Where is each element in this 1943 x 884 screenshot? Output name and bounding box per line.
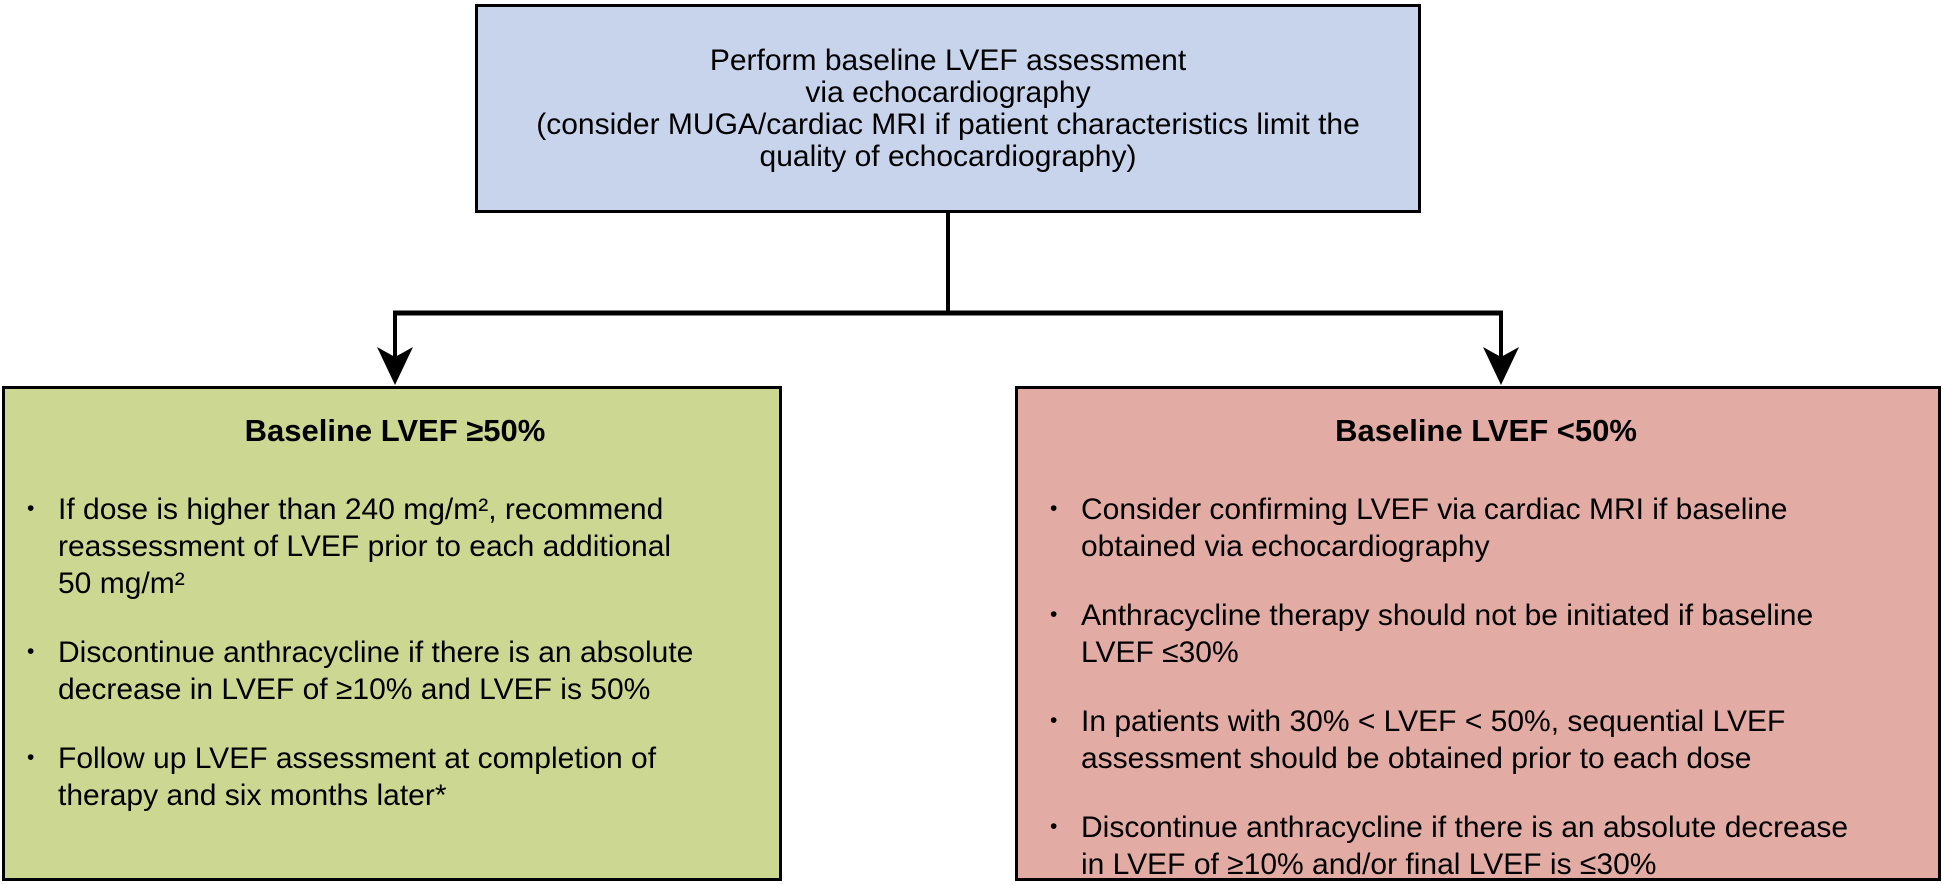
bullet-item: Discontinue anthracycline if there is an… [25,633,769,708]
bullet-item: Anthracycline therapy should not be init… [1048,596,1928,671]
bullet-item: If dose is higher than 240 mg/m², recomm… [25,490,769,602]
top-box-line-2: via echocardiography [805,75,1091,109]
bullet-item: Consider confirming LVEF via cardiac MRI… [1048,490,1928,565]
left-arrowhead-icon [377,347,413,385]
lvef-ge-50-box: Baseline LVEF ≥50% If dose is higher tha… [2,386,782,881]
lvef-ge-50-title: Baseline LVEF ≥50% [244,413,546,448]
top-box-line-4: quality of echocardiography) [759,139,1137,173]
baseline-assessment-box: Perform baseline LVEF assessment via ech… [475,4,1421,213]
lvef-ge-50-bullet-list: If dose is higher than 240 mg/m², recomm… [21,490,769,814]
lvef-lt-50-bullet-list: Consider confirming LVEF via cardiac MRI… [1044,490,1928,883]
top-box-line-1: Perform baseline LVEF assessment [709,43,1187,77]
top-box-line-3: (consider MUGA/cardiac MRI if patient ch… [536,107,1360,141]
lvef-lt-50-title: Baseline LVEF <50% [1335,413,1637,448]
right-arrowhead-icon [1483,347,1519,385]
bullet-item: In patients with 30% < LVEF < 50%, seque… [1048,702,1928,777]
bullet-item: Discontinue anthracycline if there is an… [1048,808,1928,883]
lvef-lt-50-box: Baseline LVEF <50% Consider confirming L… [1015,386,1941,881]
bullet-item: Follow up LVEF assessment at completion … [25,739,769,814]
